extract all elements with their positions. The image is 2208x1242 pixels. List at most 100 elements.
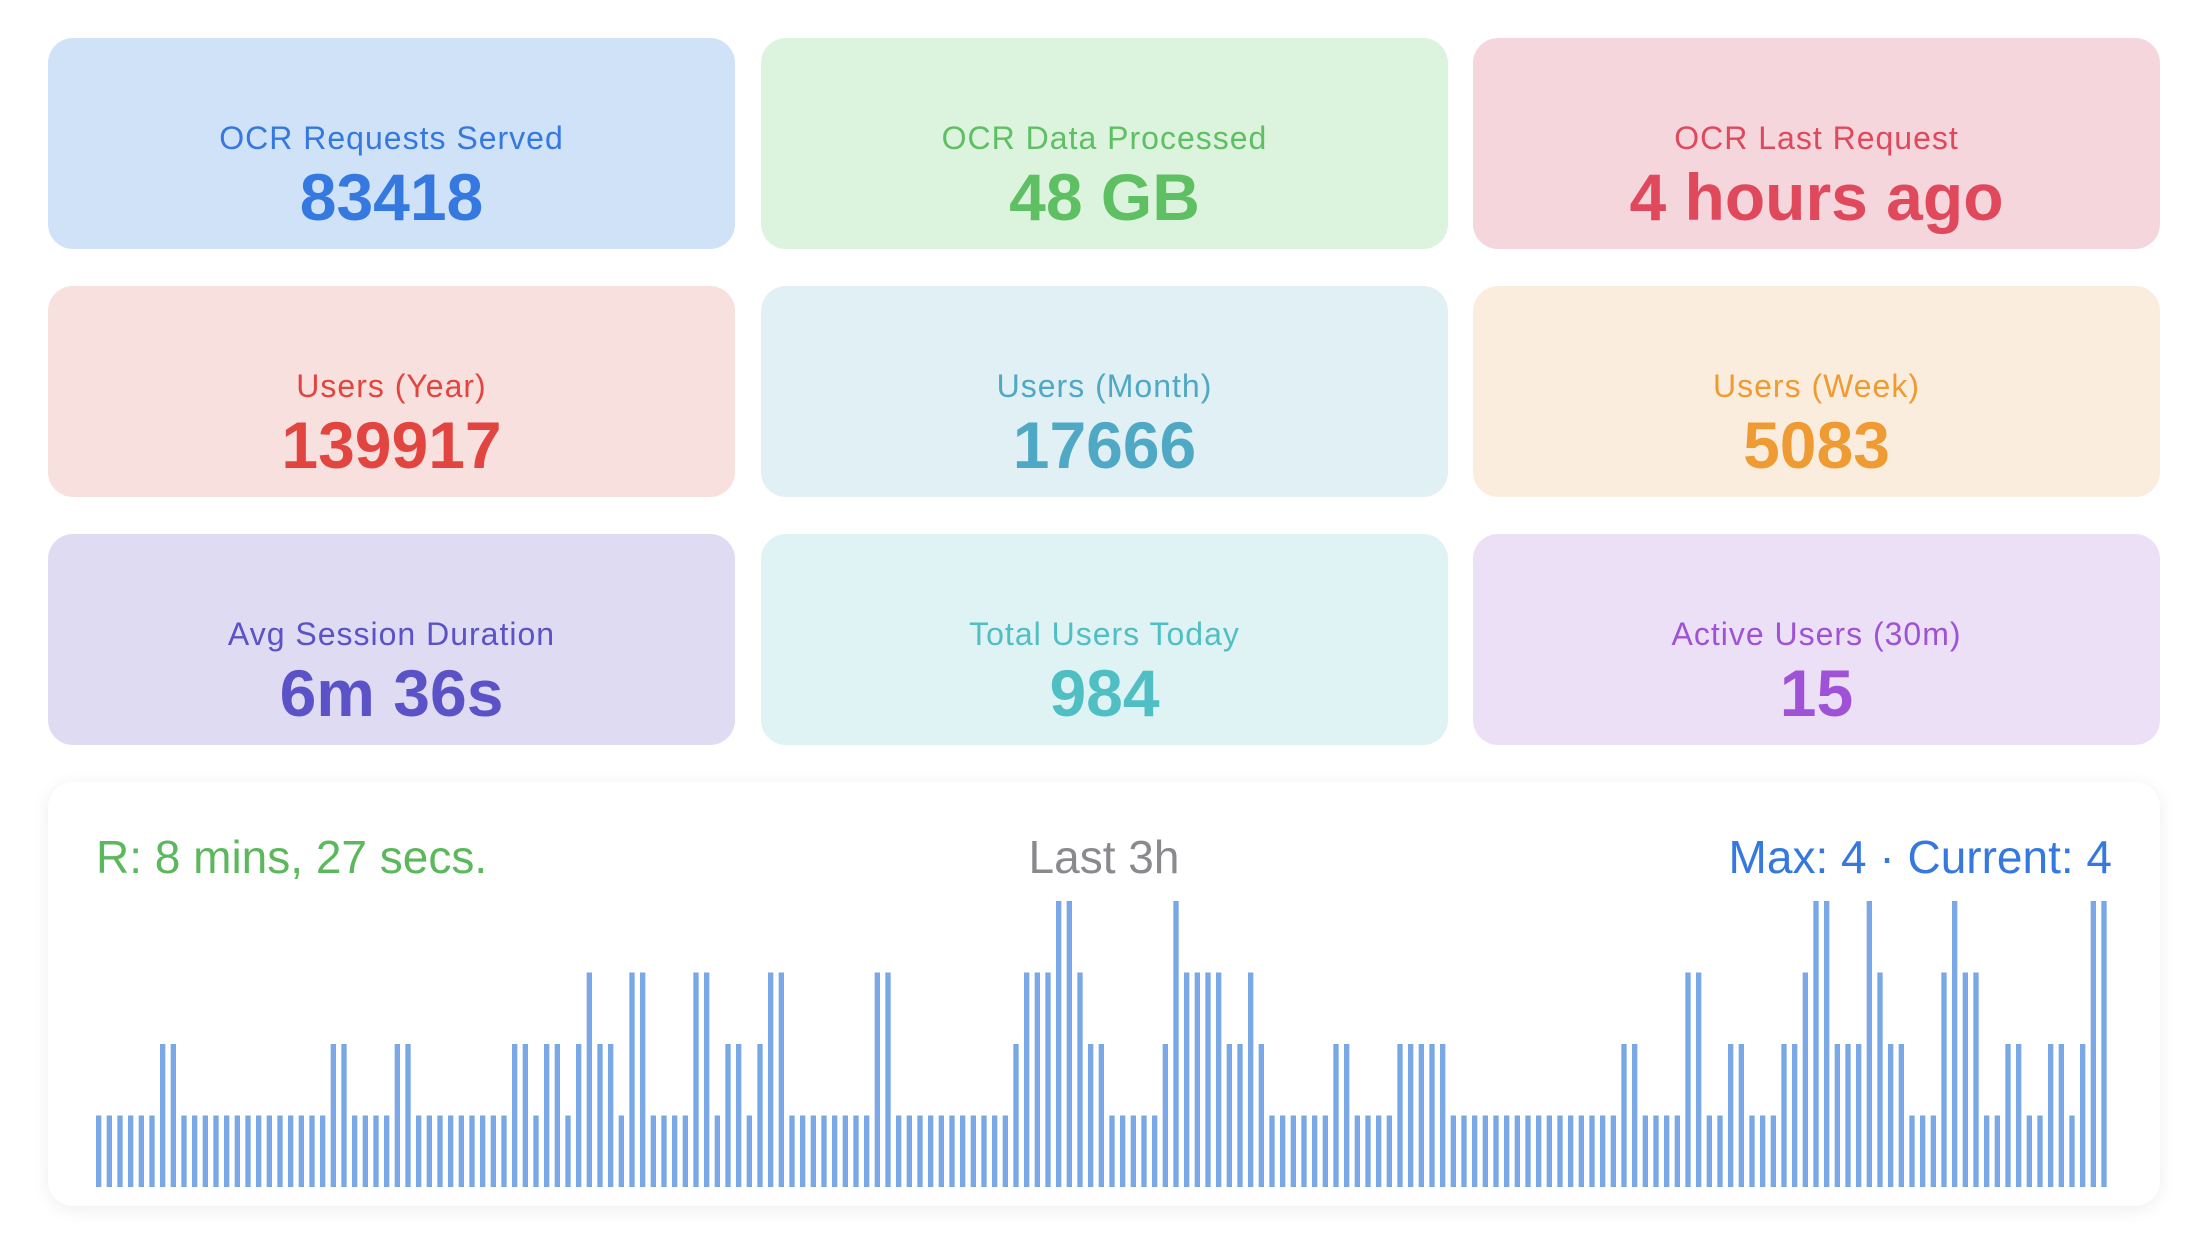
activity-bar xyxy=(800,1115,806,1187)
activity-bar xyxy=(298,1115,304,1187)
activity-bar xyxy=(1184,972,1190,1187)
activity-bar xyxy=(1152,1115,1158,1187)
card-label: Avg Session Duration xyxy=(227,616,556,652)
activity-bar xyxy=(320,1115,326,1187)
activity-bar xyxy=(256,1115,262,1187)
activity-bar xyxy=(1216,972,1222,1187)
card-ocr-data-processed: OCR Data Processed 48 GB xyxy=(761,38,1448,249)
activity-bar xyxy=(1013,1044,1019,1187)
activity-bar xyxy=(1525,1115,1531,1187)
activity-bar xyxy=(1333,1044,1339,1187)
activity-bar xyxy=(128,1115,134,1187)
activity-bar xyxy=(629,972,635,1187)
activity-chart-panel: R: 8 mins, 27 secs. Last 3h Max: 4 · Cur… xyxy=(48,782,2160,1206)
activity-bar xyxy=(1024,972,1030,1187)
activity-bar xyxy=(480,1115,486,1187)
activity-bar xyxy=(2005,1044,2011,1187)
activity-bar xyxy=(1141,1115,1147,1187)
activity-bar xyxy=(330,1044,336,1187)
activity-bar xyxy=(672,1115,678,1187)
activity-bar xyxy=(469,1115,475,1187)
activity-bar xyxy=(1088,1044,1094,1187)
activity-bar xyxy=(1557,1115,1563,1187)
activity-bar xyxy=(181,1115,187,1187)
activity-bar xyxy=(608,1044,614,1187)
activity-bar xyxy=(661,1115,667,1187)
activity-bar xyxy=(1653,1115,1659,1187)
activity-bar xyxy=(2048,1044,2054,1187)
card-value: 15 xyxy=(1779,656,1854,730)
activity-bar xyxy=(1760,1115,1766,1187)
activity-bar xyxy=(170,1044,176,1187)
card-label: Users (Year) xyxy=(296,368,487,404)
activity-bar xyxy=(746,1115,752,1187)
activity-bar xyxy=(1194,972,1200,1187)
activity-bar xyxy=(832,1115,838,1187)
activity-bar xyxy=(96,1115,102,1187)
activity-bar xyxy=(2101,901,2107,1187)
activity-bar xyxy=(1546,1115,1552,1187)
activity-bar xyxy=(1952,901,1958,1187)
activity-bar xyxy=(522,1044,528,1187)
activity-bar xyxy=(1578,1115,1584,1187)
activity-bar xyxy=(960,1115,966,1187)
activity-bar xyxy=(821,1115,827,1187)
activity-bar xyxy=(2080,1044,2086,1187)
activity-bar xyxy=(138,1115,144,1187)
activity-bar xyxy=(1749,1115,1755,1187)
activity-bar xyxy=(1994,1115,2000,1187)
activity-bar xyxy=(1472,1115,1478,1187)
activity-bar xyxy=(1909,1115,1915,1187)
activity-bar xyxy=(938,1115,944,1187)
activity-bar xyxy=(949,1115,955,1187)
activity-bar xyxy=(1674,1115,1680,1187)
card-label: Users (Month) xyxy=(996,368,1213,404)
activity-bar xyxy=(1365,1115,1371,1187)
activity-bar xyxy=(245,1115,251,1187)
activity-bar xyxy=(970,1115,976,1187)
activity-bar xyxy=(1408,1044,1414,1187)
activity-bar xyxy=(1056,901,1062,1187)
card-value: 139917 xyxy=(281,408,502,482)
card-label: OCR Last Request xyxy=(1674,120,1959,156)
activity-bar xyxy=(106,1115,112,1187)
activity-bar xyxy=(266,1115,272,1187)
activity-bar xyxy=(277,1115,283,1187)
activity-bar xyxy=(426,1115,432,1187)
activity-bar xyxy=(778,972,784,1187)
card-ocr-requests-served: OCR Requests Served 83418 xyxy=(48,38,735,249)
activity-bar xyxy=(1717,1115,1723,1187)
activity-bar xyxy=(512,1044,518,1187)
activity-bar xyxy=(394,1044,400,1187)
activity-bar xyxy=(352,1115,358,1187)
activity-bar xyxy=(373,1115,379,1187)
activity-bar xyxy=(1034,972,1040,1187)
activity-bar xyxy=(1792,1044,1798,1187)
activity-bar xyxy=(896,1115,902,1187)
activity-bar xyxy=(1834,1044,1840,1187)
activity-bar xyxy=(597,1044,603,1187)
activity-bar xyxy=(149,1115,155,1187)
activity-bar xyxy=(544,1044,550,1187)
activity-bar xyxy=(202,1115,208,1187)
card-users-week: Users (Week) 5083 xyxy=(1473,286,2160,497)
activity-bar xyxy=(693,972,699,1187)
activity-bar xyxy=(341,1044,347,1187)
activity-bar xyxy=(874,972,880,1187)
activity-bar xyxy=(565,1115,571,1187)
activity-bar xyxy=(1941,972,1947,1187)
activity-bar xyxy=(2058,1044,2064,1187)
activity-bar xyxy=(1568,1115,1574,1187)
card-value: 6m 36s xyxy=(279,656,504,730)
card-value: 17666 xyxy=(1012,408,1197,482)
card-label: OCR Requests Served xyxy=(219,120,564,156)
activity-bar xyxy=(2026,1115,2032,1187)
activity-bar xyxy=(362,1115,368,1187)
activity-bar xyxy=(309,1115,315,1187)
activity-bar xyxy=(1589,1115,1595,1187)
activity-bar xyxy=(1813,901,1819,1187)
activity-bar xyxy=(640,972,646,1187)
activity-bar xyxy=(160,1044,166,1187)
activity-bar xyxy=(1877,972,1883,1187)
activity-bar xyxy=(1664,1115,1670,1187)
